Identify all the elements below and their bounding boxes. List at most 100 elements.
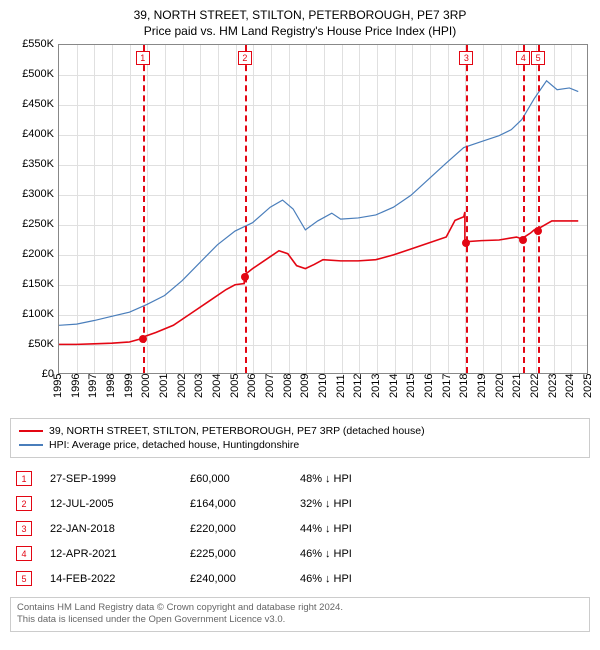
table-row: 412-APR-2021£225,00046%↓ HPI xyxy=(10,541,590,566)
footer-line1: Contains HM Land Registry data © Crown c… xyxy=(17,602,583,614)
y-tick-label: £150K xyxy=(10,278,54,290)
sales-table: 127-SEP-1999£60,00048%↓ HPI212-JUL-2005£… xyxy=(10,466,590,591)
x-tick-label: 2024 xyxy=(564,374,576,398)
marker-dot xyxy=(534,227,542,235)
table-price: £164,000 xyxy=(190,498,300,510)
table-row: 514-FEB-2022£240,00046%↓ HPI xyxy=(10,566,590,591)
y-tick-label: £0 xyxy=(10,368,54,380)
x-tick-label: 2010 xyxy=(317,374,329,398)
x-tick-label: 2001 xyxy=(158,374,170,398)
arrow-down-icon: ↓ xyxy=(325,573,331,585)
y-tick-label: £100K xyxy=(10,308,54,320)
x-tick-label: 2011 xyxy=(335,374,347,398)
marker-index-box: 4 xyxy=(516,51,530,65)
x-tick-label: 2003 xyxy=(193,374,205,398)
x-tick-label: 2008 xyxy=(282,374,294,398)
marker-index-box: 3 xyxy=(459,51,473,65)
x-tick-label: 2000 xyxy=(140,374,152,398)
table-row: 1 27-SEP-1999£60,00048%↓ HPI xyxy=(10,466,590,491)
y-tick-label: £450K xyxy=(10,98,54,110)
arrow-down-icon: ↓ xyxy=(325,473,331,485)
y-tick-label: £500K xyxy=(10,68,54,80)
legend-swatch xyxy=(19,444,43,446)
table-index-box: 4 xyxy=(16,546,32,561)
x-tick-label: 2017 xyxy=(441,374,453,398)
y-tick-label: £300K xyxy=(10,188,54,200)
marker-index-box: 2 xyxy=(238,51,252,65)
legend-item: 39, NORTH STREET, STILTON, PETERBOROUGH,… xyxy=(19,424,581,438)
marker-dot xyxy=(519,236,527,244)
y-tick-label: £550K xyxy=(10,38,54,50)
x-tick-label: 1999 xyxy=(123,374,135,398)
series-line xyxy=(59,81,578,326)
legend-item: HPI: Average price, detached house, Hunt… xyxy=(19,438,581,452)
arrow-down-icon: ↓ xyxy=(325,523,331,535)
marker-dot xyxy=(139,335,147,343)
x-tick-label: 2016 xyxy=(423,374,435,398)
footer-attribution: Contains HM Land Registry data © Crown c… xyxy=(10,597,590,632)
x-tick-label: 2013 xyxy=(370,374,382,398)
marker-dot xyxy=(462,239,470,247)
x-tick-label: 2012 xyxy=(352,374,364,398)
marker-line xyxy=(538,45,540,373)
arrow-down-icon: ↓ xyxy=(325,498,331,510)
x-tick-label: 2018 xyxy=(458,374,470,398)
x-tick-label: 2005 xyxy=(229,374,241,398)
table-diff: 48%↓ HPI xyxy=(300,473,420,485)
table-index-box: 5 xyxy=(16,571,32,586)
legend-swatch xyxy=(19,430,43,432)
chart-title: 39, NORTH STREET, STILTON, PETERBOROUGH,… xyxy=(10,8,590,22)
x-axis: 1995199619971998199920002001200220032004… xyxy=(58,374,588,414)
x-tick-label: 1997 xyxy=(87,374,99,398)
legend-label: HPI: Average price, detached house, Hunt… xyxy=(49,439,299,451)
table-index-box: 1 xyxy=(16,471,32,486)
table-date: 22-JAN-2018 xyxy=(50,523,190,535)
x-tick-label: 2006 xyxy=(246,374,258,398)
y-tick-label: £50K xyxy=(10,338,54,350)
chart-area: £0 £50K £100K £150K £200K £250K £300K £350K £400… xyxy=(10,44,590,414)
table-price: £220,000 xyxy=(190,523,300,535)
marker-index-box: 1 xyxy=(136,51,150,65)
x-tick-label: 1998 xyxy=(105,374,117,398)
x-tick-label: 2007 xyxy=(264,374,276,398)
x-tick-label: 2004 xyxy=(211,374,223,398)
footer-line2: This data is licensed under the Open Gov… xyxy=(17,614,583,626)
x-tick-label: 2020 xyxy=(494,374,506,398)
table-index-box: 3 xyxy=(16,521,32,536)
x-tick-label: 2023 xyxy=(547,374,559,398)
series-line xyxy=(59,212,578,344)
chart-container: 39, NORTH STREET, STILTON, PETERBOROUGH,… xyxy=(0,0,600,650)
y-tick-label: £200K xyxy=(10,248,54,260)
table-date: 12-JUL-2005 xyxy=(50,498,190,510)
table-price: £240,000 xyxy=(190,573,300,585)
y-tick-label: £400K xyxy=(10,128,54,140)
legend-label: 39, NORTH STREET, STILTON, PETERBOROUGH,… xyxy=(49,425,425,437)
table-row: 3 22-JAN-2018£220,00044%↓ HPI xyxy=(10,516,590,541)
table-row: 2 12-JUL-2005£164,00032%↓ HPI xyxy=(10,491,590,516)
table-diff: 32%↓ HPI xyxy=(300,498,420,510)
arrow-down-icon: ↓ xyxy=(325,548,331,560)
marker-index-box: 5 xyxy=(531,51,545,65)
table-index-box: 2 xyxy=(16,496,32,511)
table-date: 12-APR-2021 xyxy=(50,548,190,560)
marker-line xyxy=(466,45,468,373)
marker-line xyxy=(245,45,247,373)
table-diff: 44%↓ HPI xyxy=(300,523,420,535)
x-tick-label: 2015 xyxy=(405,374,417,398)
table-price: £60,000 xyxy=(190,473,300,485)
y-axis: £0£50K£100K£150K£200K£250K£300K£350K£400… xyxy=(10,44,58,374)
table-date: 27-SEP-1999 xyxy=(50,473,190,485)
x-tick-label: 2021 xyxy=(511,374,523,398)
marker-line xyxy=(143,45,145,373)
table-diff: 46%↓ HPI xyxy=(300,573,420,585)
y-tick-label: £250K xyxy=(10,218,54,230)
x-tick-label: 2009 xyxy=(299,374,311,398)
y-tick-label: £350K xyxy=(10,158,54,170)
line-series xyxy=(59,45,587,373)
x-tick-label: 2014 xyxy=(388,374,400,398)
x-tick-label: 1996 xyxy=(70,374,82,398)
marker-line xyxy=(523,45,525,373)
table-price: £225,000 xyxy=(190,548,300,560)
plot-area: 1 2 3 45 xyxy=(58,44,588,374)
marker-dot xyxy=(241,273,249,281)
